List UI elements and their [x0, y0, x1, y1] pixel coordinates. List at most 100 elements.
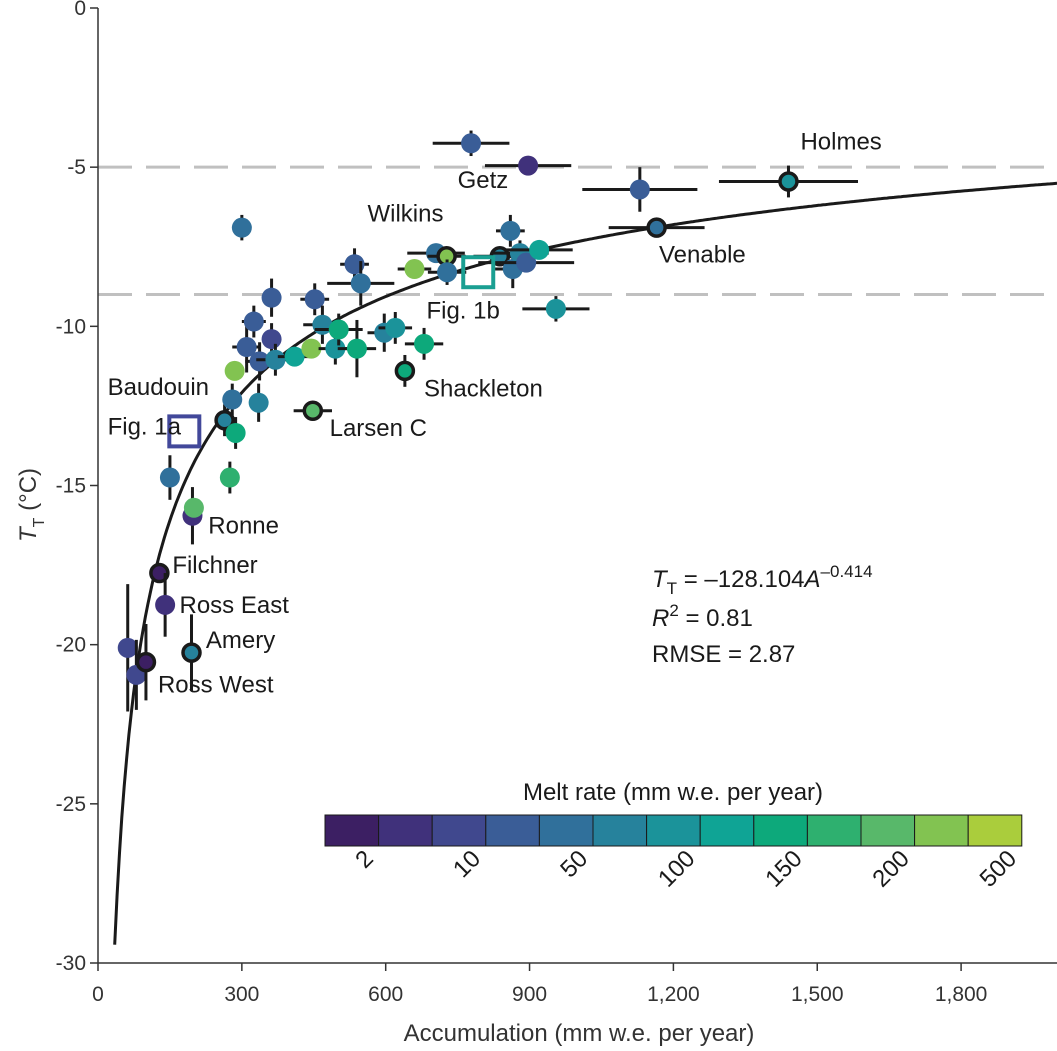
x-tick-label: 600	[368, 983, 403, 1006]
data-point	[224, 360, 245, 381]
x-tick-label: 1,500	[791, 983, 844, 1006]
annotation-label: Getz	[458, 167, 509, 194]
colorbar-title: Melt rate (mm w.e. per year)	[523, 779, 823, 806]
fit-equation: TT = –128.104A–0.414 R2 = 0.81 RMSE = 2.…	[652, 562, 873, 668]
colorbar-label: 2	[350, 845, 379, 874]
melt-rate-colorbar: Melt rate (mm w.e. per year) 2 10 50 100 150…	[324, 779, 1023, 893]
point-marker	[394, 360, 416, 382]
y-tick-label: 0	[74, 0, 86, 20]
y-tick-label: -15	[56, 475, 86, 498]
colorbar-swatch	[592, 814, 648, 847]
data-point	[135, 623, 157, 701]
colorbar-label: 10	[448, 845, 486, 883]
colorbar-swatch	[485, 814, 540, 847]
y-axis-title: TT (°C)	[15, 468, 48, 542]
figure-square-marker	[461, 255, 496, 290]
annotation-label: Wilkins	[367, 200, 443, 227]
colorbar-label: 200	[867, 845, 914, 892]
data-point	[718, 165, 859, 198]
point-marker	[117, 637, 138, 658]
point-marker	[346, 338, 367, 359]
colorbar-label: 500	[975, 845, 1022, 892]
data-point	[261, 323, 282, 355]
x-axis-title: Accumulation (mm w.e. per year)	[404, 1020, 755, 1047]
point-marker	[222, 389, 243, 410]
data-point	[404, 327, 444, 360]
point-marker	[214, 409, 235, 431]
data-point	[432, 130, 510, 157]
data-points	[117, 130, 859, 712]
data-point	[159, 455, 180, 500]
data-point	[219, 461, 240, 494]
colorbar-swatch	[538, 814, 594, 847]
data-point	[397, 259, 432, 280]
annotation-label: Shackleton	[424, 375, 543, 402]
data-point	[117, 584, 138, 712]
point-marker	[155, 594, 176, 615]
data-point	[214, 404, 235, 437]
data-point	[232, 321, 262, 373]
annotation-label: Fig. 1a	[108, 414, 182, 441]
point-marker	[231, 217, 252, 238]
annotation-label: Venable	[659, 242, 746, 269]
point-marker	[159, 467, 180, 488]
y-tick-label: -30	[56, 952, 86, 975]
reference-lines	[98, 165, 1057, 296]
point-marker	[181, 642, 202, 663]
data-point	[427, 259, 467, 285]
point-marker	[518, 155, 539, 176]
point-marker	[261, 287, 282, 308]
data-point	[495, 214, 525, 247]
data-point	[293, 400, 332, 421]
equation-text: TT = –128.104A–0.414	[652, 562, 873, 598]
point-marker	[629, 179, 650, 200]
point-marker	[516, 252, 537, 273]
data-point	[241, 305, 266, 338]
point-marker	[328, 319, 349, 340]
y-tick-label: -5	[67, 156, 86, 179]
data-point	[155, 573, 176, 637]
x-tick-label: 1,200	[647, 983, 700, 1006]
colorbar-swatch	[860, 814, 916, 847]
data-point	[248, 383, 269, 422]
data-point	[181, 614, 202, 691]
point-marker	[437, 262, 458, 283]
data-point	[300, 283, 330, 316]
data-point	[522, 296, 590, 322]
colorbar-swatch	[699, 814, 755, 847]
colorbar-swatch	[324, 814, 380, 847]
x-tick-label: 900	[512, 983, 547, 1006]
x-tick-label: 300	[224, 983, 259, 1006]
data-point	[378, 312, 413, 344]
data-point	[505, 239, 573, 260]
point-marker	[304, 289, 325, 310]
annotation-label: Larsen C	[330, 415, 427, 442]
annotation-label: Fig. 1b	[426, 297, 499, 324]
y-tick-label: -10	[56, 315, 86, 338]
point-marker	[249, 351, 270, 372]
data-point	[327, 261, 395, 306]
point-marker	[236, 337, 257, 358]
data-point	[301, 338, 322, 359]
annotation-label: Ross West	[158, 671, 274, 698]
x-tick-label: 0	[92, 983, 104, 1006]
annotation-label: Ross East	[180, 592, 290, 619]
data-point	[183, 497, 204, 518]
data-point	[608, 217, 705, 238]
data-point	[582, 167, 698, 212]
point-marker	[284, 346, 305, 367]
annotations: Holmes Getz Wilkins Venable Fig. 1b Shackleto…	[108, 129, 882, 699]
data-point	[394, 354, 416, 387]
point-marker	[301, 338, 322, 359]
point-marker	[350, 273, 371, 294]
colorbar-swatch	[806, 814, 862, 847]
r-squared-text: R2 = 0.81	[652, 601, 753, 632]
point-marker	[500, 220, 521, 241]
point-marker	[261, 329, 282, 350]
point-marker	[265, 349, 286, 370]
axes: 0 -5 -10 -15 -20 -25 -30 0 300 600 900 1,200 1,500 1,…	[56, 0, 1057, 1006]
point-marker	[183, 497, 204, 518]
point-marker	[225, 422, 246, 443]
colorbar-label: 150	[760, 845, 807, 892]
